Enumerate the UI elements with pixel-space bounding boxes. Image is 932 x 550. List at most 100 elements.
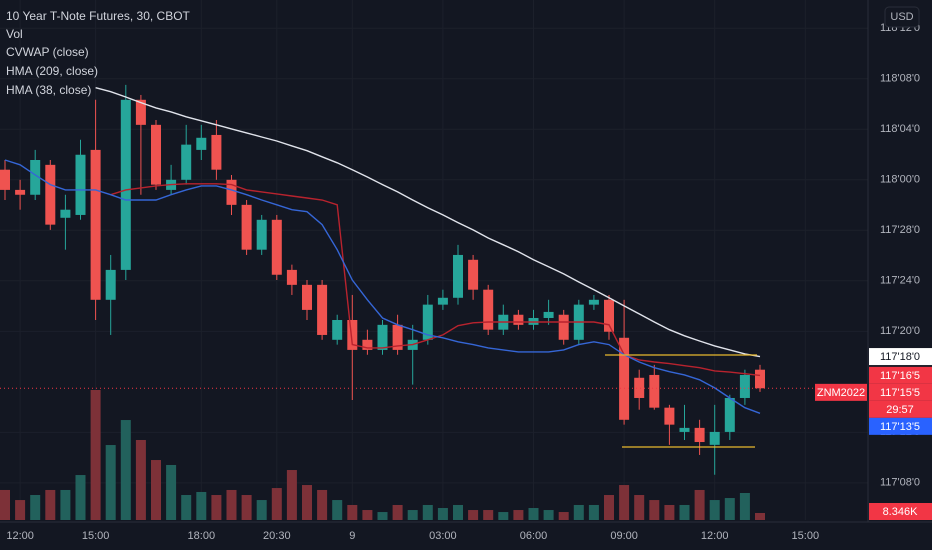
volume-bar <box>196 491 207 520</box>
candle-body <box>422 304 433 340</box>
price-label-box <box>869 383 932 401</box>
candle-body <box>347 320 358 350</box>
price-label: 117'16'5 <box>880 370 920 382</box>
price-label-box <box>869 366 932 384</box>
candle-body <box>513 314 524 325</box>
candle-body <box>604 299 614 332</box>
volume-bar <box>604 495 614 520</box>
candle-body <box>241 204 252 250</box>
candle-body <box>377 324 388 350</box>
volume-bar <box>166 464 177 520</box>
volume-bar <box>558 512 569 520</box>
volume-bar <box>45 489 56 520</box>
candle-body <box>0 169 10 190</box>
price-label-box <box>869 348 932 366</box>
candle-body <box>135 99 146 125</box>
volume-bar <box>30 495 41 520</box>
x-tick-label: 20:30 <box>263 530 291 542</box>
candle-body <box>45 164 56 225</box>
volume-bar <box>634 495 645 520</box>
y-tick-label: 118'08'0 <box>880 73 920 85</box>
volume-bar <box>317 489 328 520</box>
volume-bar <box>271 488 282 520</box>
plot-area <box>0 84 765 475</box>
candle-body <box>317 284 328 335</box>
volume-bar <box>302 485 312 520</box>
candle-body <box>649 374 660 408</box>
volume-bar <box>332 500 343 520</box>
symbol-label: ZNM2022 <box>817 387 865 399</box>
volume-bar <box>151 460 161 520</box>
currency[interactable]: USD <box>890 11 913 23</box>
candle-body <box>588 299 599 305</box>
candle-body <box>694 427 705 443</box>
y-tick-label: 117'28'0 <box>880 224 920 236</box>
candle-body <box>543 311 554 318</box>
volume-bar <box>709 500 720 520</box>
candle-body <box>392 324 403 350</box>
volume-bar <box>135 439 146 520</box>
candle-body <box>483 289 494 330</box>
x-tick-label: 09:00 <box>610 530 638 542</box>
countdown: 29:57 <box>886 404 914 416</box>
price-axis: 118'12'0118'08'0118'04'0118'00'0117'28'0… <box>0 22 932 520</box>
volume-bar <box>498 512 509 520</box>
candle-body <box>558 314 569 340</box>
volume-bar <box>211 495 222 520</box>
x-tick-label: 12:00 <box>701 530 729 542</box>
volume-bar <box>739 492 750 520</box>
legend: 10 Year T-Note Futures, 30, CBOT Vol CVWA… <box>6 9 191 97</box>
volume-bar <box>679 504 690 520</box>
candle-body <box>15 189 26 195</box>
x-tick-label: 12:00 <box>6 530 34 542</box>
volume-bar <box>483 510 494 520</box>
legend-entry: Vol <box>6 27 23 41</box>
volume-bar <box>15 500 26 520</box>
symbol-box <box>815 383 867 401</box>
candle-body <box>362 339 373 350</box>
volume-bar <box>392 504 403 520</box>
volume-bar <box>468 510 479 520</box>
currency-box[interactable] <box>884 6 920 28</box>
volume-bar <box>528 508 539 520</box>
x-tick-label: 15:00 <box>792 530 820 542</box>
volume-bar <box>105 445 116 520</box>
volume-bar <box>724 498 735 520</box>
candle-body <box>60 209 71 218</box>
volume-bar <box>453 504 463 520</box>
candle-body <box>664 407 675 425</box>
volume-bar <box>664 504 675 520</box>
x-tick-label: 15:00 <box>82 530 110 542</box>
candle-body <box>739 374 750 398</box>
y-tick-label: 118'00'0 <box>880 174 920 186</box>
candle-body <box>271 219 282 275</box>
volume-bar <box>120 420 131 520</box>
volume-bar <box>377 512 388 520</box>
legend-entry: HMA (209, close) <box>6 64 98 78</box>
volume-bar <box>0 489 10 520</box>
candle-body <box>120 99 131 270</box>
y-tick-label: 117'08'0 <box>880 477 920 489</box>
volume-bar <box>226 489 237 520</box>
volume-bar <box>75 475 86 520</box>
volume-bar <box>362 510 373 520</box>
x-tick-label: 06:00 <box>520 530 548 542</box>
volume-pane <box>0 390 765 520</box>
candle-body <box>468 259 479 290</box>
volume-label-box <box>869 503 932 520</box>
y-tick-label: 117'24'0 <box>880 275 920 287</box>
volume-bar <box>422 504 433 520</box>
candle-body <box>196 137 207 150</box>
volume-bar <box>755 513 765 520</box>
price-label: 117'18'0 <box>880 351 920 363</box>
candle-body <box>75 154 86 215</box>
volume-label: 8.346K <box>883 506 919 518</box>
candle-body <box>332 320 343 340</box>
indicator-line <box>4 159 761 414</box>
volume-bar <box>649 500 660 520</box>
candle-body <box>724 397 735 432</box>
x-tick-label: 9 <box>349 530 355 542</box>
volume-bar <box>241 495 252 520</box>
